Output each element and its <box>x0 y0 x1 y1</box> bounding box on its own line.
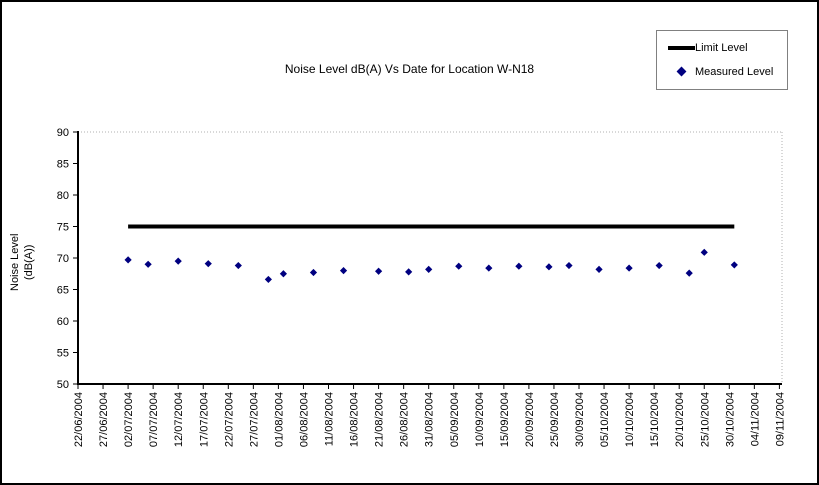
data-point <box>279 270 288 278</box>
x-tick-label: 31/08/2004 <box>424 392 436 447</box>
x-tick-label: 07/07/2004 <box>148 392 160 447</box>
y-tick-label: 80 <box>57 190 69 202</box>
data-point <box>515 262 523 270</box>
y-tick-label: 85 <box>57 159 69 171</box>
data-point <box>485 264 493 272</box>
x-tick-label: 02/07/2004 <box>123 392 135 447</box>
x-tick-label: 22/06/2004 <box>73 392 85 447</box>
x-tick-label: 25/09/2004 <box>549 392 561 447</box>
data-point <box>234 261 242 270</box>
data-point <box>174 257 182 265</box>
y-tick-label: 50 <box>57 379 69 391</box>
data-point <box>204 260 212 268</box>
limit-line-icon <box>668 46 695 51</box>
x-tick-label: 22/07/2004 <box>223 392 235 447</box>
x-tick-label: 21/08/2004 <box>374 392 386 447</box>
x-tick-label: 20/09/2004 <box>524 392 536 447</box>
y-tick-label: 70 <box>57 253 69 265</box>
data-point <box>595 265 603 273</box>
x-tick-label: 05/10/2004 <box>599 392 611 447</box>
data-point <box>425 265 433 273</box>
x-tick-label: 11/08/2004 <box>324 392 336 446</box>
data-point <box>375 267 383 275</box>
x-tick-label: 15/09/2004 <box>499 392 511 447</box>
data-point <box>565 261 573 270</box>
legend-item-measured-level: Measured Level <box>657 66 787 78</box>
x-tick-label: 20/10/2004 <box>674 392 686 447</box>
x-tick-label: 25/10/2004 <box>699 392 711 447</box>
data-point <box>545 263 553 271</box>
data-point <box>264 275 272 284</box>
data-point <box>309 268 318 277</box>
data-point <box>730 261 738 269</box>
x-tick-label: 26/08/2004 <box>399 392 411 447</box>
x-tick-label: 06/08/2004 <box>298 392 310 447</box>
x-tick-label: 30/10/2004 <box>724 392 736 447</box>
y-tick-label: 65 <box>57 285 69 297</box>
data-point <box>685 269 693 277</box>
x-tick-label: 04/11/2004 <box>749 392 761 446</box>
data-point <box>339 267 348 275</box>
x-tick-label: 05/09/2004 <box>449 392 461 447</box>
y-tick-label: 75 <box>57 222 69 234</box>
x-tick-label: 10/10/2004 <box>624 392 636 447</box>
x-tick-label: 12/07/2004 <box>173 392 185 447</box>
y-tick-label: 60 <box>57 316 69 328</box>
x-tick-label: 01/08/2004 <box>273 392 285 447</box>
legend: Limit Level Measured Level <box>656 30 788 90</box>
x-tick-label: 10/09/2004 <box>474 392 486 447</box>
data-point <box>405 268 413 276</box>
y-tick-label: 90 <box>57 127 69 139</box>
x-tick-label: 30/09/2004 <box>574 392 586 447</box>
legend-label-limit: Limit Level <box>695 42 748 55</box>
data-point <box>700 248 708 256</box>
data-point <box>124 256 132 264</box>
data-point <box>625 264 633 272</box>
legend-label-measured: Measured Level <box>695 65 774 78</box>
y-tick-label: 55 <box>57 348 69 360</box>
data-point <box>455 262 463 270</box>
data-point <box>655 261 663 270</box>
diamond-marker-icon <box>676 66 687 77</box>
data-point <box>144 260 152 268</box>
chart-title: Noise Level dB(A) Vs Date for Location W… <box>284 62 535 76</box>
x-tick-label: 09/11/2004 <box>774 392 786 446</box>
x-tick-label: 15/10/2004 <box>649 392 661 447</box>
x-tick-label: 16/08/2004 <box>349 392 361 447</box>
legend-item-limit-level: Limit Level <box>657 42 787 54</box>
x-tick-label: 17/07/2004 <box>198 392 210 447</box>
x-tick-label: 27/06/2004 <box>98 392 110 447</box>
x-tick-label: 27/07/2004 <box>248 392 260 447</box>
